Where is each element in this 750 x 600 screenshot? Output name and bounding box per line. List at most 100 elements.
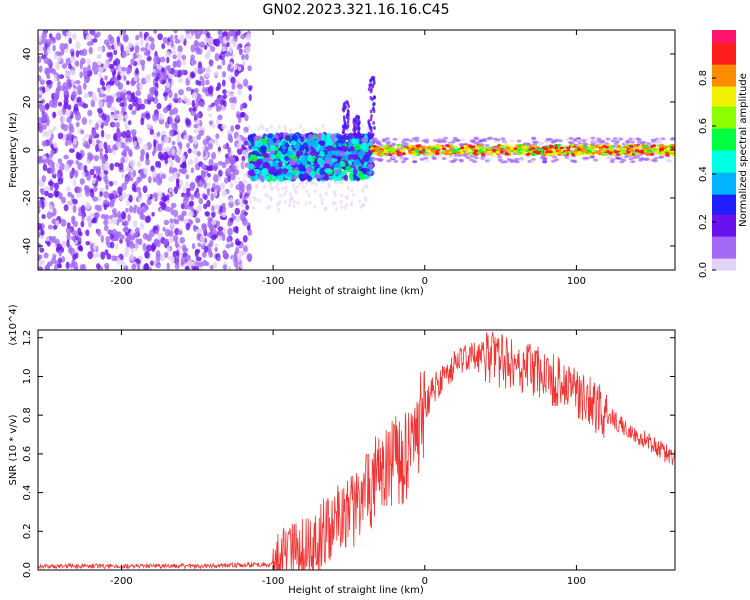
spectrogram-cell [72, 138, 78, 145]
spectrogram-cell [302, 160, 308, 166]
spectrogram-cell [562, 152, 567, 155]
spectrogram-cell [346, 195, 349, 200]
spectrogram-cell [185, 86, 192, 92]
spectrogram-cell [254, 168, 261, 175]
spectrogram-cell [87, 220, 92, 229]
spectrogram-cell [65, 30, 72, 39]
spectrogram-cell [230, 173, 236, 181]
spectrogram-cell [206, 106, 212, 112]
spectrogram-cell [108, 63, 115, 69]
spectrogram-cell [334, 169, 340, 174]
spectrogram-cell [97, 118, 103, 126]
spectrogram-cell [277, 124, 281, 129]
spectrogram-cell [45, 69, 50, 77]
spectrogram-cell [292, 199, 296, 204]
spectrogram-cell [63, 154, 69, 160]
spectrogram-cell [64, 163, 70, 172]
spectrogram-cell [123, 75, 127, 82]
spectrogram-cell [227, 227, 233, 236]
spectrogram-cell [211, 205, 215, 213]
spectrogram-cell [654, 141, 660, 145]
spectrogram-cell [42, 155, 48, 161]
spectrogram-cell [74, 252, 79, 259]
spectrogram-cell [107, 148, 113, 154]
spectrogram-cell [243, 186, 247, 191]
spectrogram-cell [206, 65, 211, 73]
spectrogram-cell [346, 124, 350, 128]
spectrogram-cell [136, 264, 141, 270]
spectrogram-cell [434, 151, 440, 155]
spectrogram-cell [587, 150, 592, 154]
spectrogram-y-tick-label: 0 [22, 147, 33, 153]
spectrogram-cell [247, 124, 251, 129]
spectrogram-cell [225, 42, 230, 48]
spectrogram-cell [197, 67, 204, 75]
spectrogram-cell [142, 185, 148, 194]
spectrogram-cell [396, 151, 402, 155]
spectrogram-cell [130, 79, 136, 87]
spectrogram-cell [145, 112, 151, 120]
spectrogram-cell [401, 152, 406, 156]
spectrogram-cell [55, 219, 60, 226]
spectrogram-cell [165, 81, 171, 89]
spectrogram-cell [131, 183, 136, 192]
spectrogram-cell [336, 175, 342, 182]
spectrogram-cell [190, 193, 195, 201]
spectrogram-cell [504, 152, 509, 156]
spectrogram-cell [156, 239, 161, 248]
chart-title: GN02.2023.321.16.16.C45 [263, 2, 450, 18]
spectrogram-cell [630, 149, 635, 152]
spectrogram-cell [263, 152, 270, 158]
spectrogram-cell [174, 122, 178, 128]
spectrogram-cell [121, 50, 127, 59]
spectrogram-cell [112, 60, 117, 67]
spectrogram-cell [39, 259, 45, 265]
spectrogram-cell [293, 187, 297, 192]
spectrogram-cell [217, 30, 223, 36]
spectrogram-cell [574, 153, 580, 157]
spectrogram-cell [220, 46, 227, 52]
spectrogram-cell [368, 122, 371, 127]
spectrogram-cell [135, 34, 140, 41]
spectrogram-cell [441, 157, 447, 160]
spectrogram-cell [248, 195, 252, 200]
spectrogram-cell [212, 174, 219, 183]
spectrogram-cell [137, 176, 143, 182]
spectrogram-cell [172, 130, 179, 136]
spectrogram-cell [654, 150, 660, 154]
spectrogram-cell [179, 179, 184, 187]
spectrogram-cell [50, 149, 55, 156]
spectrogram-cell [367, 131, 371, 136]
spectrogram-cell [68, 122, 74, 130]
spectrogram-cell [149, 128, 154, 136]
spectrogram-cell [120, 69, 126, 77]
spectrogram-cell [66, 222, 71, 229]
spectrogram-cell [215, 104, 220, 112]
spectrogram-cell [127, 213, 131, 222]
spectrogram-cell [217, 114, 223, 121]
spectrogram-cell [554, 138, 560, 142]
spectrogram-cell [38, 121, 43, 129]
spectrogram-cell [102, 95, 107, 101]
spectrogram-cell [132, 207, 137, 214]
spectrogram-cell [112, 113, 119, 120]
spectrogram-cell [415, 144, 421, 148]
spectrogram-cell [111, 228, 117, 236]
spectrogram-cell [227, 146, 232, 154]
spectrogram-cell [167, 65, 171, 74]
spectrogram-cell [313, 189, 317, 194]
spectrogram-cell [38, 231, 41, 238]
spectrogram-cell [208, 251, 214, 258]
spectrogram-cell [307, 193, 311, 198]
spectrogram-cell [349, 146, 355, 152]
spectrogram-cell [661, 152, 666, 156]
spectrogram-cell [192, 224, 197, 230]
spectrogram-cell [264, 127, 268, 132]
spectrogram-cell [191, 261, 196, 267]
spectrogram-cell [162, 226, 166, 232]
spectrogram-cell [57, 109, 63, 117]
spectrogram-cell [649, 153, 655, 156]
spectrogram-cell [222, 94, 228, 100]
spectrogram-cell [89, 168, 95, 176]
snr-y-tick-label: 1.2 [22, 330, 33, 346]
